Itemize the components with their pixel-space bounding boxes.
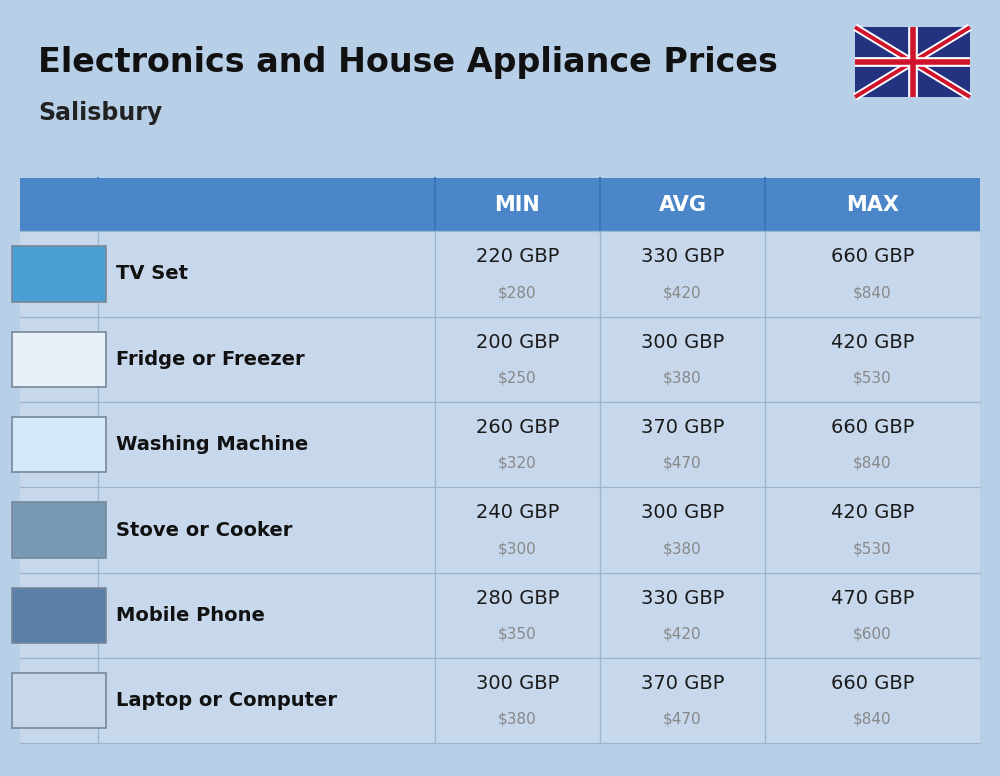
Bar xyxy=(20,573,980,658)
Text: $470: $470 xyxy=(663,456,702,471)
Text: 220 GBP: 220 GBP xyxy=(476,248,559,266)
Text: 280 GBP: 280 GBP xyxy=(476,589,559,608)
Text: 300 GBP: 300 GBP xyxy=(476,674,559,693)
Text: 370 GBP: 370 GBP xyxy=(641,418,724,437)
Text: 660 GBP: 660 GBP xyxy=(831,418,914,437)
Text: 660 GBP: 660 GBP xyxy=(831,248,914,266)
Text: $530: $530 xyxy=(853,370,892,386)
Text: 470 GBP: 470 GBP xyxy=(831,589,914,608)
Bar xyxy=(855,27,970,97)
Bar xyxy=(20,231,980,317)
Text: MAX: MAX xyxy=(846,195,899,215)
Text: Washing Machine: Washing Machine xyxy=(116,435,308,454)
Bar xyxy=(12,331,106,387)
Text: AVG: AVG xyxy=(658,195,706,215)
Bar xyxy=(20,317,980,402)
Text: $840: $840 xyxy=(853,712,892,727)
Text: $320: $320 xyxy=(498,456,537,471)
Text: 420 GBP: 420 GBP xyxy=(831,333,914,352)
Text: 370 GBP: 370 GBP xyxy=(641,674,724,693)
Text: $380: $380 xyxy=(663,541,702,556)
Text: $420: $420 xyxy=(663,285,702,300)
Text: $470: $470 xyxy=(663,712,702,727)
Text: 300 GBP: 300 GBP xyxy=(641,333,724,352)
Text: 660 GBP: 660 GBP xyxy=(831,674,914,693)
Text: TV Set: TV Set xyxy=(116,265,188,283)
Text: $300: $300 xyxy=(498,541,537,556)
Text: 420 GBP: 420 GBP xyxy=(831,504,914,522)
Text: Electronics and House Appliance Prices: Electronics and House Appliance Prices xyxy=(38,46,778,78)
Text: 330 GBP: 330 GBP xyxy=(641,589,724,608)
Text: 260 GBP: 260 GBP xyxy=(476,418,559,437)
Text: $840: $840 xyxy=(853,456,892,471)
Bar xyxy=(20,487,980,573)
Text: $280: $280 xyxy=(498,285,537,300)
Text: 330 GBP: 330 GBP xyxy=(641,248,724,266)
Text: Stove or Cooker: Stove or Cooker xyxy=(116,521,292,539)
Text: $380: $380 xyxy=(498,712,537,727)
Bar xyxy=(20,658,980,743)
Text: $420: $420 xyxy=(663,626,702,642)
Text: $530: $530 xyxy=(853,541,892,556)
Text: Laptop or Computer: Laptop or Computer xyxy=(116,691,337,710)
Text: $840: $840 xyxy=(853,285,892,300)
Text: Fridge or Freezer: Fridge or Freezer xyxy=(116,350,305,369)
Text: MIN: MIN xyxy=(495,195,540,215)
Text: 240 GBP: 240 GBP xyxy=(476,504,559,522)
Bar xyxy=(20,178,980,231)
Bar xyxy=(12,417,106,473)
Text: Mobile Phone: Mobile Phone xyxy=(116,606,265,625)
Text: $350: $350 xyxy=(498,626,537,642)
Bar xyxy=(20,402,980,487)
Text: 300 GBP: 300 GBP xyxy=(641,504,724,522)
Bar xyxy=(12,246,106,302)
Bar xyxy=(12,502,106,558)
Bar xyxy=(12,587,106,643)
Bar xyxy=(12,673,106,729)
Text: $600: $600 xyxy=(853,626,892,642)
Text: $380: $380 xyxy=(663,370,702,386)
Text: $250: $250 xyxy=(498,370,537,386)
Text: Salisbury: Salisbury xyxy=(38,101,162,124)
Text: 200 GBP: 200 GBP xyxy=(476,333,559,352)
